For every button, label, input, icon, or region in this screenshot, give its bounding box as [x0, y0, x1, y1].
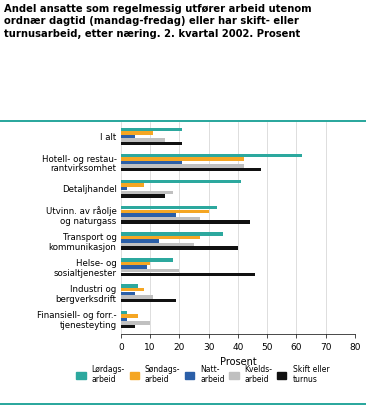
Bar — [121, 210, 209, 213]
Bar — [121, 138, 165, 142]
Bar — [121, 161, 182, 164]
Bar — [121, 154, 302, 157]
Bar — [121, 135, 135, 138]
Bar — [121, 164, 244, 168]
Bar — [121, 168, 261, 171]
Bar — [121, 288, 144, 291]
Bar — [121, 239, 159, 243]
X-axis label: Prosent: Prosent — [220, 357, 256, 368]
Bar — [121, 284, 138, 288]
Bar — [121, 194, 165, 197]
Bar — [121, 295, 153, 298]
Bar — [121, 265, 147, 269]
Bar — [121, 299, 176, 302]
Bar — [121, 258, 173, 262]
Bar — [121, 246, 238, 250]
Bar — [121, 262, 150, 265]
Bar — [121, 131, 153, 135]
Bar — [121, 184, 144, 187]
Bar — [121, 158, 244, 161]
Bar — [121, 187, 127, 190]
Bar — [121, 273, 255, 276]
Bar — [121, 321, 150, 325]
Bar — [121, 269, 179, 272]
Bar — [121, 291, 135, 295]
Bar — [121, 220, 250, 224]
Text: Andel ansatte som regelmessig utfører arbeid utenom
ordnær dagtid (mandag-fredag: Andel ansatte som regelmessig utfører ar… — [4, 4, 311, 39]
Bar — [121, 142, 182, 145]
Bar — [121, 217, 200, 220]
Bar — [121, 190, 173, 194]
Bar — [121, 318, 127, 321]
Bar — [121, 128, 182, 131]
Bar — [121, 180, 241, 183]
Bar — [121, 213, 176, 217]
Legend: Lørdags-
arbeid, Søndags-
arbeid, Natt-
arbeid, Kvelds-
arbeid, Skift eller
turn: Lørdags- arbeid, Søndags- arbeid, Natt- … — [76, 365, 329, 385]
Bar — [121, 325, 135, 328]
Bar — [121, 311, 127, 314]
Bar — [121, 243, 194, 246]
Bar — [121, 314, 138, 317]
Bar — [121, 232, 223, 236]
Bar — [121, 236, 200, 239]
Bar — [121, 206, 217, 210]
